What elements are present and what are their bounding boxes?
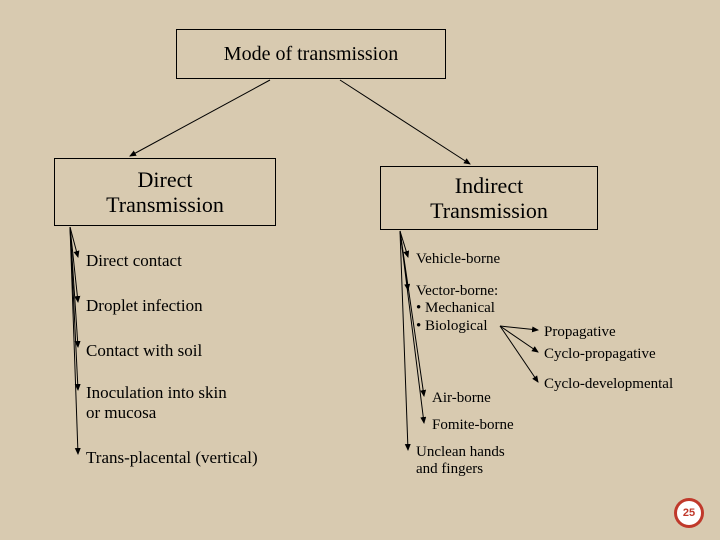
branch-indirect-node: Indirect Transmission	[380, 166, 598, 230]
direct-item-4: Trans-placental (vertical)	[86, 448, 258, 468]
root-node-label: Mode of transmission	[224, 43, 398, 66]
biological-subitem-2: Cyclo-developmental	[544, 376, 673, 393]
direct-item-2: Contact with soil	[86, 341, 202, 361]
page-number-text: 25	[683, 507, 695, 519]
indirect-item-2: Air-borne	[432, 390, 491, 407]
direct-item-3: Inoculation into skin or mucosa	[86, 383, 227, 422]
biological-subitem-1: Cyclo-propagative	[544, 346, 656, 363]
root-node: Mode of transmission	[176, 29, 446, 79]
direct-item-1: Droplet infection	[86, 296, 203, 316]
indirect-item-3: Fomite-borne	[432, 417, 514, 434]
biological-subitem-0: Propagative	[544, 324, 616, 341]
branch-direct-label: Direct Transmission	[106, 167, 224, 218]
indirect-item-1: Vector-borne: • Mechanical • Biological	[416, 283, 498, 335]
indirect-item-4: Unclean hands and fingers	[416, 444, 505, 479]
indirect-item-0: Vehicle-borne	[416, 251, 500, 268]
direct-item-0: Direct contact	[86, 251, 182, 271]
branch-direct-node: Direct Transmission	[54, 158, 276, 226]
page-number-badge: 25	[674, 498, 704, 528]
branch-indirect-label: Indirect Transmission	[430, 173, 548, 224]
